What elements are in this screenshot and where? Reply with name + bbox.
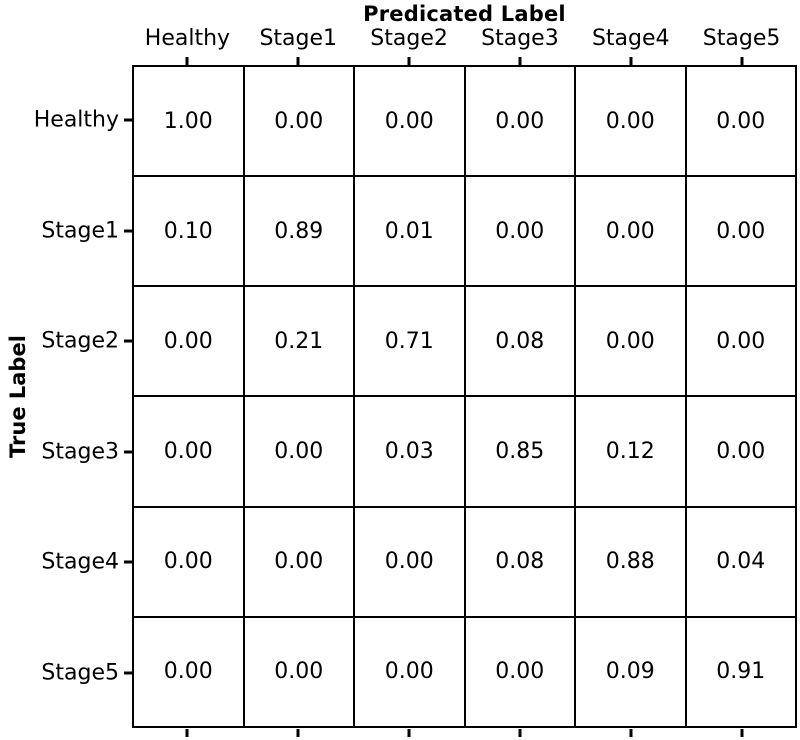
x-tick-label: Stage1 <box>259 26 338 51</box>
matrix-cell: 0.00 <box>133 286 244 397</box>
y-axis-ticks <box>124 65 132 728</box>
x-tick-mark <box>518 729 522 737</box>
matrix-cell: 0.00 <box>464 66 575 177</box>
x-tick-mark <box>296 57 300 65</box>
y-tick-label: Stage1 <box>41 218 119 244</box>
matrix-cell: 0.00 <box>575 66 686 177</box>
matrix-cell: 0.85 <box>464 396 575 507</box>
y-tick-label: Stage3 <box>41 439 119 465</box>
matrix-cell: 0.88 <box>575 506 686 617</box>
x-tick-label: Stage2 <box>370 26 448 51</box>
matrix-cell: 0.00 <box>685 396 796 507</box>
matrix-cell: 0.00 <box>243 66 354 177</box>
y-tick-mark <box>124 450 132 454</box>
x-tick-label: Stage3 <box>481 26 559 51</box>
matrix-cell: 0.00 <box>354 506 465 617</box>
matrix-cell: 0.00 <box>464 616 575 727</box>
x-tick-label: Stage4 <box>591 26 670 51</box>
matrix-cell: 1.00 <box>133 66 244 177</box>
x-tick-mark <box>407 729 411 737</box>
y-tick-label: Healthy <box>33 107 119 133</box>
x-tick-mark <box>518 57 522 65</box>
matrix-cell: 0.91 <box>685 616 796 727</box>
matrix-cell: 0.00 <box>243 616 354 727</box>
matrix-cell: 0.00 <box>354 66 465 177</box>
matrix-cell: 0.10 <box>133 176 244 287</box>
x-tick-mark <box>185 729 189 737</box>
y-tick-mark <box>124 339 132 343</box>
matrix-cell: 0.04 <box>685 506 796 617</box>
matrix-cell: 0.01 <box>354 176 465 287</box>
matrix-cell: 0.00 <box>133 616 244 727</box>
matrix-cell: 0.00 <box>685 286 796 397</box>
matrix-cell: 0.21 <box>243 286 354 397</box>
matrix-cell: 0.12 <box>575 396 686 507</box>
matrix-cell: 0.08 <box>464 286 575 397</box>
matrix-cell: 0.00 <box>464 176 575 287</box>
x-tick-label: Stage5 <box>702 26 781 51</box>
y-axis-tick-labels: Healthy Stage1 Stage2 Stage3 Stage4 Stage5 <box>0 65 119 728</box>
y-tick-label: Stage5 <box>41 660 119 686</box>
matrix-cell: 0.89 <box>243 176 354 287</box>
x-axis-ticks-bottom <box>132 729 797 737</box>
x-tick-mark <box>740 729 744 737</box>
y-tick-label: Stage4 <box>41 549 119 575</box>
x-tick-label: Healthy <box>144 26 231 51</box>
matrix-cell: 0.00 <box>575 286 686 397</box>
matrix-cell: 0.00 <box>354 616 465 727</box>
matrix-cell: 0.03 <box>354 396 465 507</box>
y-tick-mark <box>124 229 132 233</box>
matrix-cell: 0.08 <box>464 506 575 617</box>
x-tick-mark <box>407 57 411 65</box>
x-tick-mark <box>629 57 633 65</box>
matrix-cell: 0.00 <box>133 396 244 507</box>
x-tick-mark <box>629 729 633 737</box>
x-axis-ticks-top <box>132 57 797 65</box>
x-tick-mark <box>296 729 300 737</box>
x-axis-tick-labels: Healthy Stage1 Stage2 Stage3 Stage4 Stage5 <box>132 26 797 56</box>
y-tick-label: Stage2 <box>41 328 119 354</box>
matrix-cell: 0.00 <box>243 506 354 617</box>
y-tick-mark <box>124 560 132 564</box>
chart-title: Predicated Label <box>363 2 566 26</box>
matrix-cell: 0.00 <box>575 176 686 287</box>
x-tick-mark <box>740 57 744 65</box>
matrix-cell: 0.00 <box>243 396 354 507</box>
matrix-cell: 0.00 <box>685 66 796 177</box>
x-tick-mark <box>185 57 189 65</box>
y-tick-mark <box>124 118 132 122</box>
matrix-cell: 0.71 <box>354 286 465 397</box>
matrix-cell: 0.00 <box>685 176 796 287</box>
y-tick-mark <box>124 671 132 675</box>
matrix-cell: 0.00 <box>133 506 244 617</box>
confusion-matrix-grid: 1.00 0.00 0.00 0.00 0.00 0.00 0.10 0.89 0.01 0.00… <box>132 65 797 728</box>
matrix-cell: 0.09 <box>575 616 686 727</box>
